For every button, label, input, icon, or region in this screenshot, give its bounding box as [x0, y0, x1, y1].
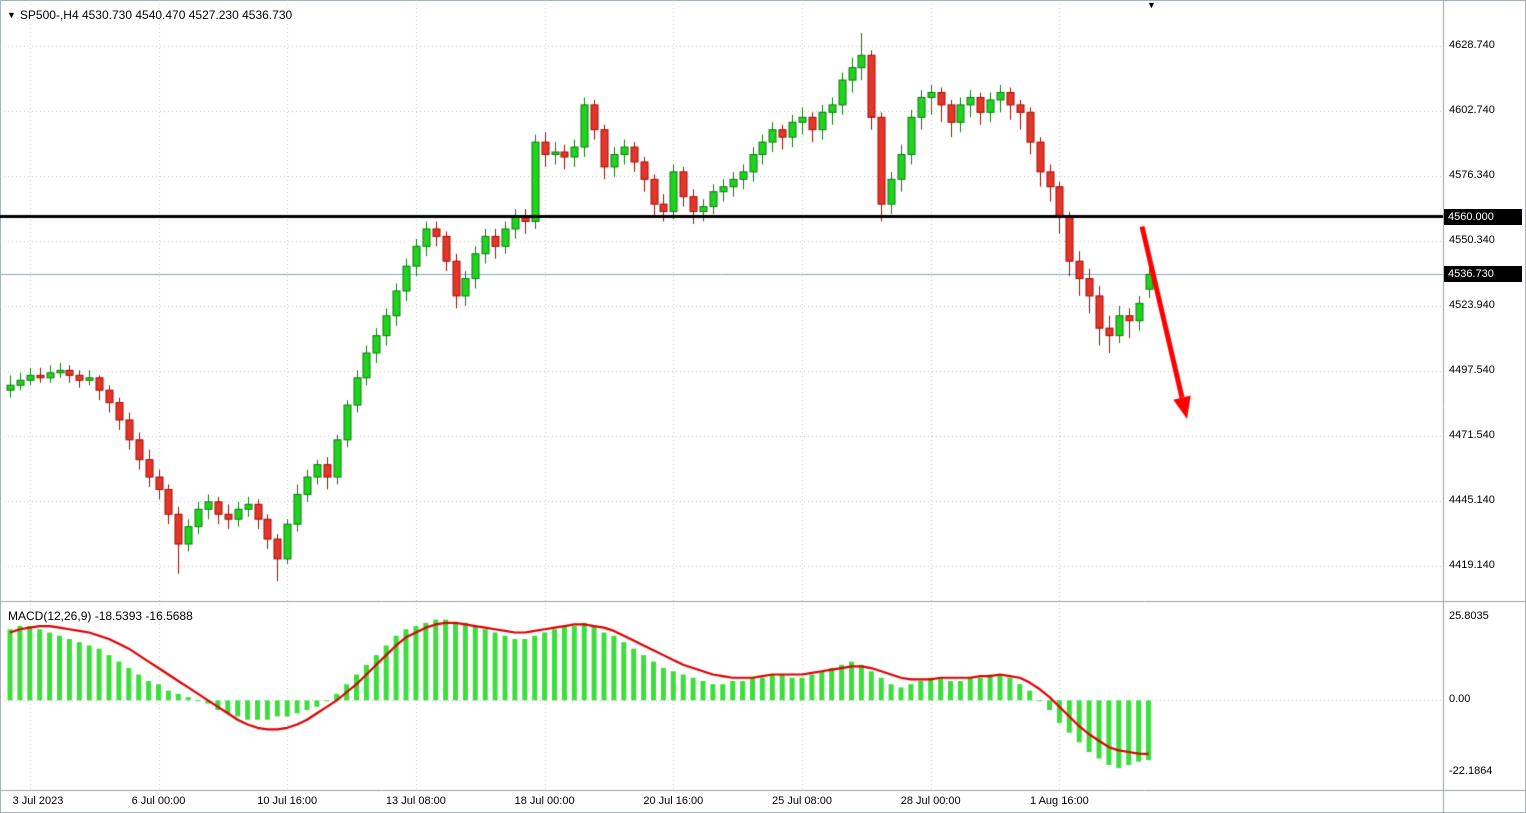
- candlestick-macd-chart-canvas[interactable]: [0, 0, 1526, 813]
- trading-chart-window: ▼ SP500-,H4 4530.730 4540.470 4527.230 45…: [0, 0, 1526, 813]
